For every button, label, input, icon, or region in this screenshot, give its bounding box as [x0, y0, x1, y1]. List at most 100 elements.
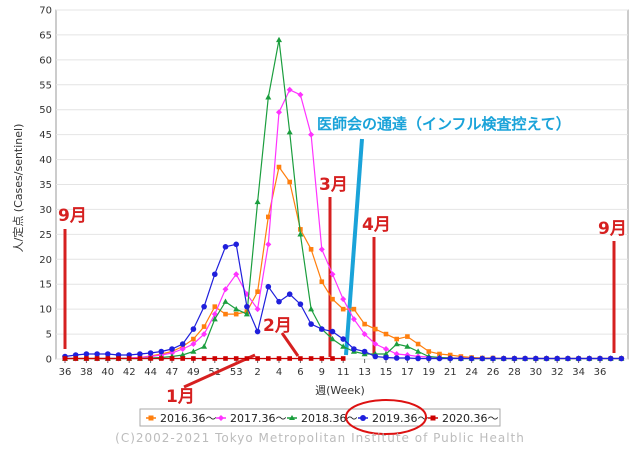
y-tick-label: 20 [39, 255, 52, 266]
y-tick-label: 0 [46, 355, 52, 366]
data-point [308, 247, 314, 252]
x-tick-label: 15 [380, 367, 393, 378]
data-point [383, 346, 389, 353]
x-tick-label: 32 [551, 367, 564, 378]
data-point [393, 351, 400, 358]
data-point [319, 279, 325, 285]
data-point [83, 351, 90, 357]
data-point [244, 303, 250, 310]
data-point [554, 355, 560, 362]
data-point [522, 355, 528, 362]
data-point [393, 340, 400, 347]
data-point [201, 331, 208, 338]
series-group [62, 36, 625, 362]
legend-label: 2018.36～ [301, 412, 358, 425]
x-tick-label: 21 [444, 367, 457, 378]
data-point [191, 356, 196, 361]
data-point [607, 355, 614, 362]
data-point [179, 341, 186, 347]
data-point [286, 291, 293, 297]
data-point [233, 271, 240, 278]
data-point [308, 305, 315, 312]
legend-box [139, 408, 501, 427]
data-point [201, 356, 207, 361]
data-point [137, 356, 143, 361]
data-point [373, 326, 378, 332]
legend-label: 2017.36～ [230, 412, 287, 425]
data-point [254, 306, 261, 313]
data-point [437, 351, 442, 357]
x-axis-title: 週(Week) [315, 384, 365, 397]
x-tick-label: 2 [254, 367, 260, 378]
x-tick-label: 30 [529, 367, 542, 378]
data-point [351, 306, 357, 312]
data-point [330, 356, 335, 361]
data-point [319, 356, 325, 361]
data-point [190, 348, 197, 354]
data-point [243, 310, 250, 317]
notice-pointer-line [344, 138, 364, 356]
x-tick-label: 24 [465, 367, 478, 378]
data-point [340, 356, 346, 361]
data-point [361, 331, 368, 338]
data-point [415, 355, 421, 362]
data-point [276, 36, 282, 43]
x-tick-label: 36 [59, 367, 72, 378]
data-point [191, 336, 196, 342]
data-point [190, 326, 197, 332]
data-point [404, 355, 411, 361]
data-point [426, 349, 432, 354]
data-point [179, 351, 186, 358]
data-point [137, 351, 143, 357]
x-tick-label: 19 [422, 367, 435, 378]
x-tick-label: 17 [401, 367, 414, 378]
legend-marker [148, 415, 154, 421]
annotation-labels: 9月 1月 2月 3月 4月 9月 医師会の通達（インフル検査控えて） [58, 115, 627, 407]
data-point [500, 355, 507, 362]
legend: 2016.36～ 2017.36～ 2018.36～ 2019.36～ 2020.36～ [139, 408, 501, 427]
feb-pointer-line [280, 332, 300, 357]
data-point [201, 324, 207, 329]
y-tick-label: 45 [39, 130, 52, 141]
x-tick-label: 40 [101, 367, 114, 378]
x-tick-labels: 3638404244474951532469111315171921242628… [59, 359, 607, 378]
data-point [233, 311, 239, 317]
data-point [233, 356, 239, 361]
data-point [543, 355, 550, 362]
data-point [116, 356, 121, 361]
data-point [266, 356, 271, 361]
notice-label: 医師会の通達（インフル検査控えて） [317, 115, 571, 133]
data-point [351, 346, 357, 352]
data-point [73, 356, 78, 361]
data-point [169, 350, 175, 357]
data-point [105, 351, 111, 357]
data-point [158, 348, 165, 355]
data-point [468, 355, 475, 362]
data-point [254, 328, 261, 335]
x-tick-label: 36 [594, 367, 607, 378]
jan-label: 1月 [166, 387, 195, 407]
data-point [94, 351, 100, 357]
data-point [287, 356, 292, 361]
y-tick-label: 5 [46, 330, 52, 341]
apr-label: 4月 [362, 215, 391, 235]
data-point [575, 355, 582, 362]
data-point [254, 198, 261, 205]
data-point [276, 164, 282, 170]
data-point [211, 315, 218, 322]
y-tick-label: 30 [39, 205, 52, 216]
data-point [383, 354, 389, 361]
data-point [180, 356, 185, 361]
series-2020.36～ [62, 356, 346, 361]
data-point [212, 304, 218, 309]
data-point [308, 131, 315, 138]
y-tick-label: 15 [39, 280, 52, 291]
x-tick-label: 6 [297, 367, 303, 378]
data-point [159, 356, 164, 361]
data-point [223, 356, 228, 361]
feb-label: 2月 [263, 316, 292, 336]
x-tick-label: 38 [80, 367, 93, 378]
data-point [62, 356, 68, 361]
data-point [490, 355, 496, 362]
legend-marker [218, 415, 224, 421]
